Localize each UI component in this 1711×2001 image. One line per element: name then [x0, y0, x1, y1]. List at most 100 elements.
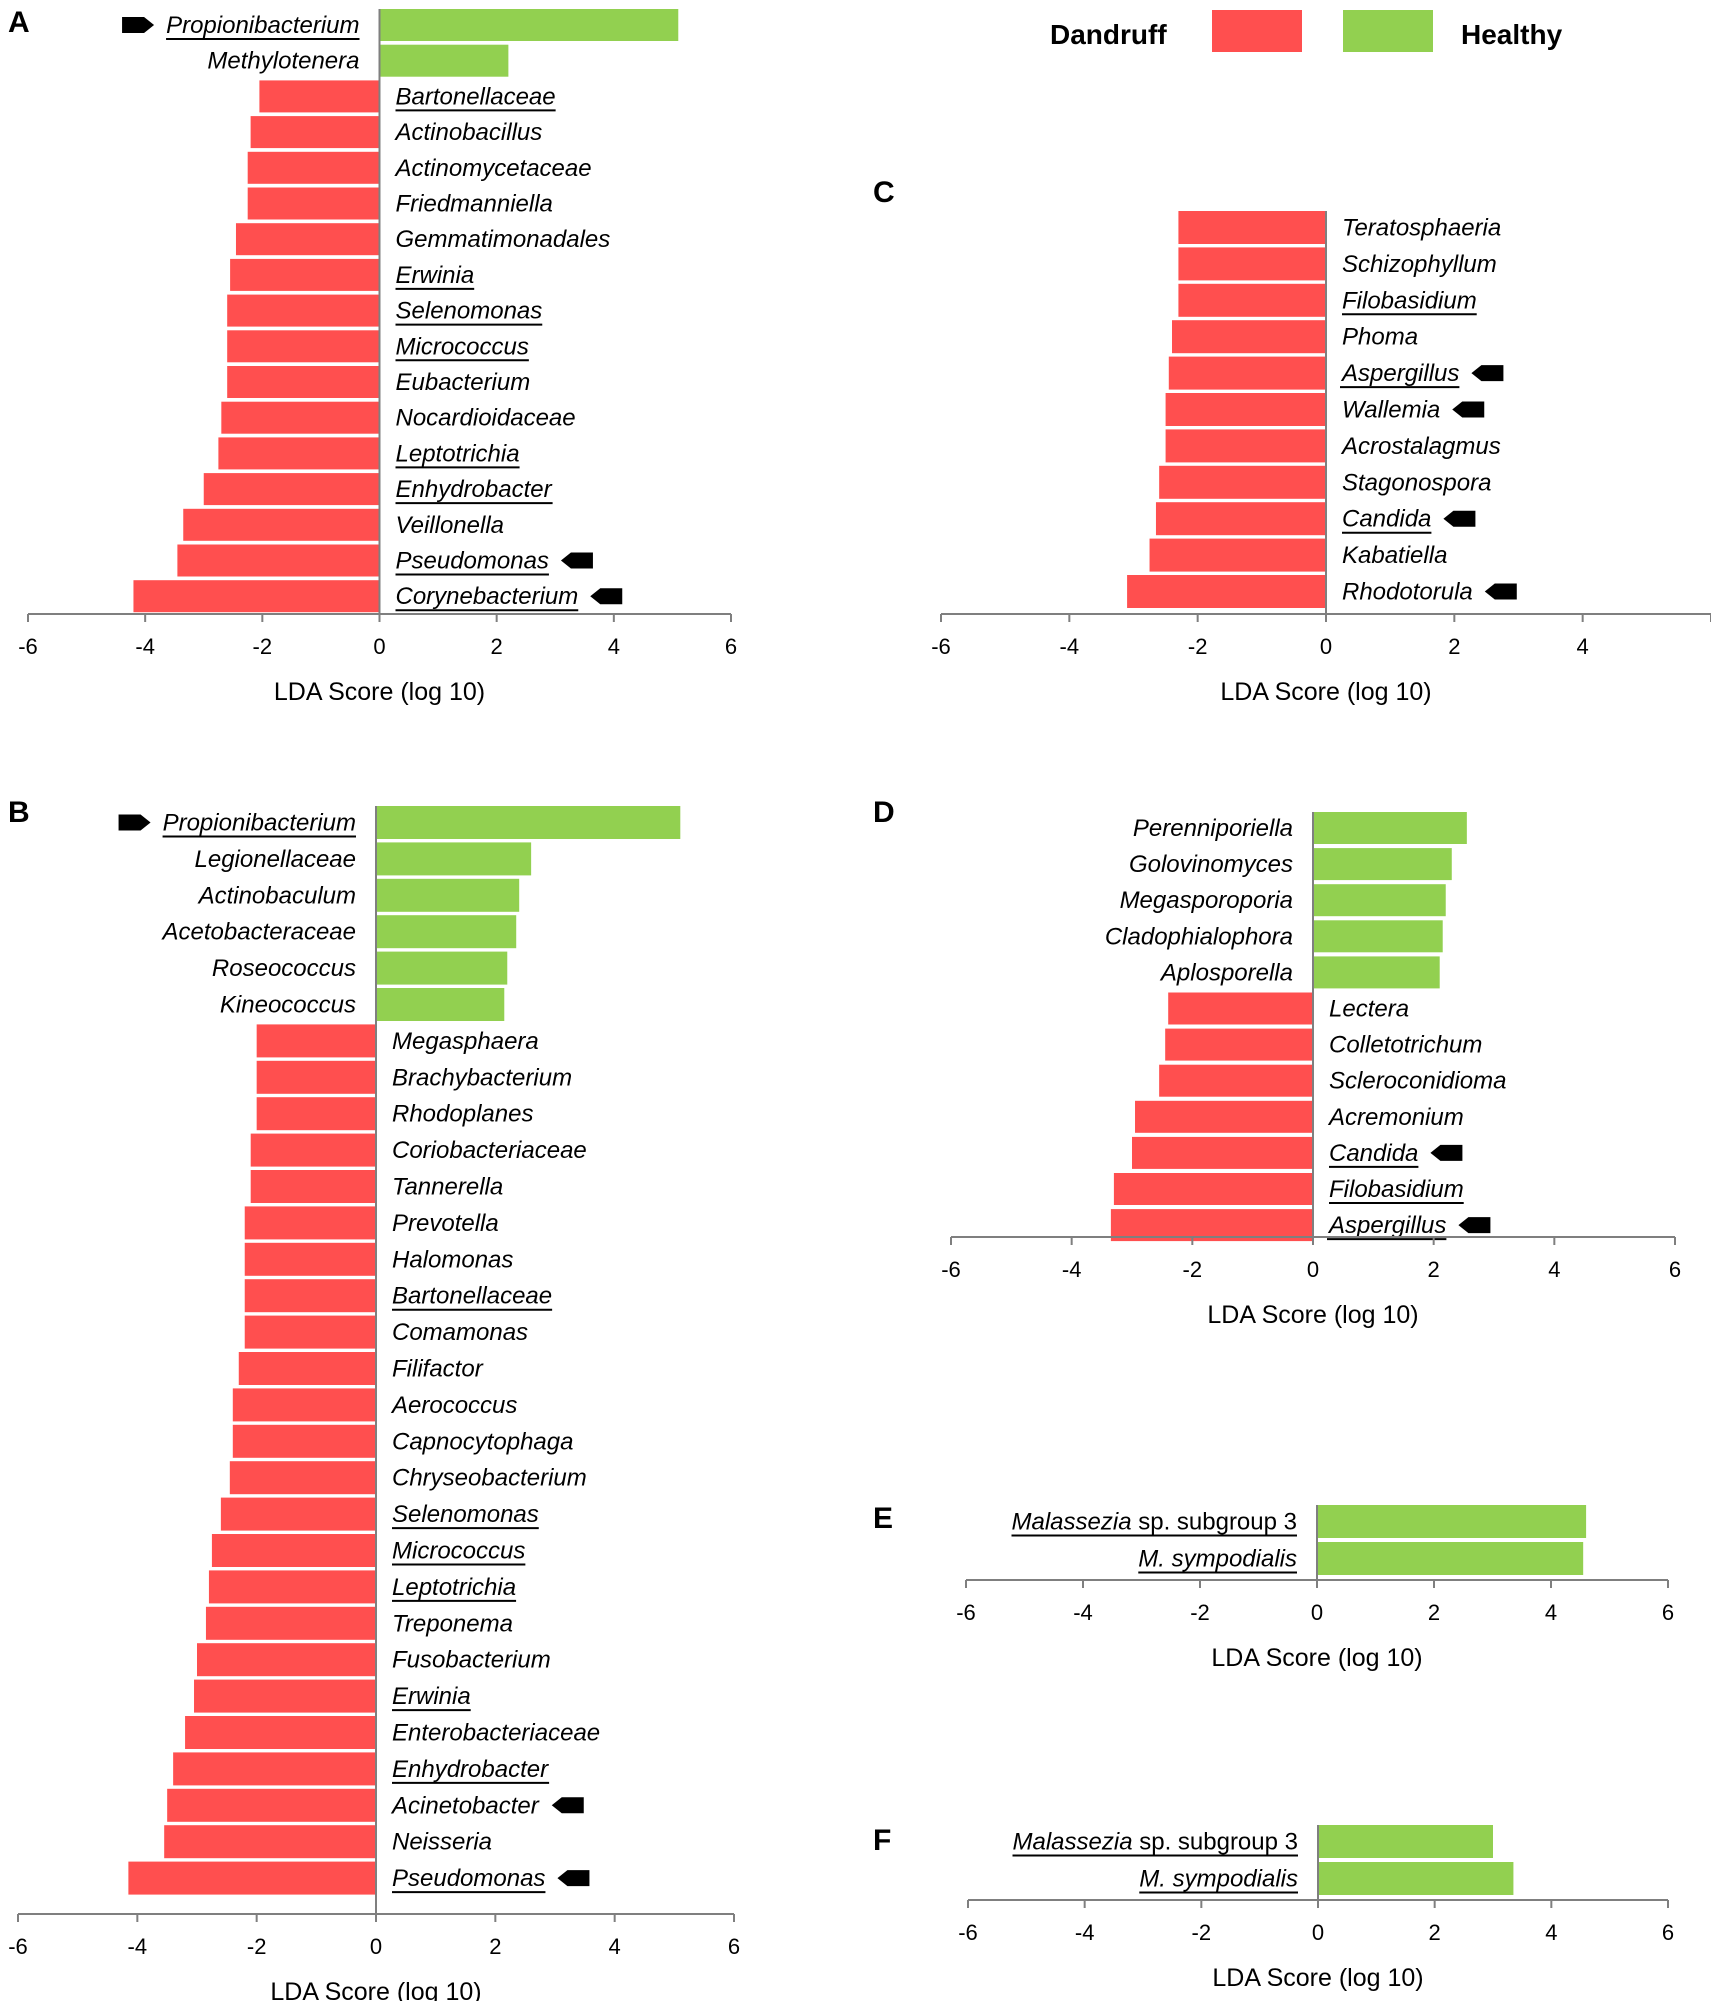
pointer-arrow-icon [122, 17, 155, 33]
bar-dandruff [232, 1388, 376, 1422]
x-tick-label: -4 [1062, 1257, 1082, 1282]
bar-label: Acetobacteraceae [161, 919, 356, 946]
bar-label: Actinomycetaceae [394, 155, 592, 182]
x-tick-label: -4 [1060, 634, 1080, 659]
x-axis-title: LDA Score (log 10) [274, 678, 485, 706]
bar-healthy [376, 915, 517, 949]
bar-healthy [1317, 1542, 1584, 1575]
bar-label: Megasphaera [392, 1028, 539, 1055]
bar-label: Filifactor [392, 1356, 484, 1383]
panel-letter: D [873, 796, 895, 829]
bar-dandruff [218, 437, 380, 470]
bar-healthy [1313, 848, 1452, 881]
bar-label: M. sympodialis [1139, 1866, 1298, 1893]
bar-dandruff [128, 1861, 376, 1895]
bar-label: Aplosporella [1159, 959, 1293, 986]
bar-dandruff [256, 1024, 376, 1058]
bar-healthy [376, 988, 505, 1021]
bar-label: Legionellaceae [195, 846, 356, 873]
pointer-arrow-icon [590, 588, 623, 605]
bar-dandruff [1165, 429, 1326, 463]
bar-label: Megasporoporia [1120, 887, 1293, 914]
bar-label: Stagonospora [1342, 469, 1491, 496]
x-tick-label: -4 [128, 1934, 148, 1959]
x-tick-label: 2 [1428, 1257, 1440, 1282]
bar-label: Veillonella [396, 512, 505, 539]
bar-dandruff [1132, 1136, 1313, 1169]
x-axis-title: LDA Score (log 10) [1220, 678, 1431, 706]
bar-dandruff [247, 151, 380, 184]
bar-dandruff [1178, 283, 1326, 317]
bar-dandruff [256, 1097, 376, 1131]
bar-label: Propionibacterium [166, 12, 359, 39]
bar-label: Prevotella [392, 1210, 499, 1237]
bar-label: Brachybacterium [392, 1064, 572, 1091]
x-tick-label: 4 [1577, 634, 1589, 659]
bar-healthy [1317, 1505, 1587, 1538]
bar-healthy [379, 9, 679, 41]
bar-dandruff [173, 1752, 376, 1786]
pointer-arrow-icon [557, 1870, 590, 1887]
x-axis-title: LDA Score (log 10) [1207, 1301, 1418, 1329]
bar-label: Kabatiella [1342, 542, 1447, 569]
bar-dandruff [183, 508, 380, 541]
bar-dandruff [205, 1606, 376, 1640]
bar-label: Rhodotorula [1342, 579, 1473, 606]
bar-label: Teratosphaeria [1342, 215, 1501, 242]
x-tick-label: 0 [1320, 634, 1332, 659]
x-tick-label: -4 [1075, 1920, 1095, 1945]
bar-dandruff [203, 473, 380, 506]
pointer-arrow-icon [1452, 401, 1485, 418]
bar-dandruff [1155, 502, 1326, 536]
bar-dandruff [194, 1679, 376, 1713]
x-tick-label: -2 [1192, 1920, 1212, 1945]
bar-healthy [376, 806, 681, 839]
bar-label: Acinetobacter [390, 1792, 540, 1819]
bar-label: Rhodoplanes [392, 1101, 533, 1128]
x-axis-title: LDA Score (log 10) [1211, 1644, 1422, 1672]
x-tick-label: 4 [609, 1934, 621, 1959]
x-tick-label: 2 [1429, 1920, 1441, 1945]
bar-healthy [1313, 920, 1443, 953]
panel-c: C Teratosphaeria Schizophyllum Filobasidium… [873, 176, 1711, 706]
bar-dandruff [250, 1133, 376, 1167]
bar-dandruff [211, 1534, 376, 1567]
x-tick-label: 6 [728, 1934, 740, 1959]
bar-label: Corynebacterium [396, 583, 579, 610]
x-axis-title: LDA Score (log 10) [270, 1978, 481, 2001]
x-tick-label: -6 [941, 1257, 961, 1282]
bar-healthy [376, 951, 508, 985]
bar-dandruff [164, 1825, 376, 1859]
bar-dandruff [167, 1788, 376, 1822]
bar-label: Neisseria [392, 1829, 492, 1856]
x-tick-label: 2 [491, 634, 503, 659]
bar-label: Tannerella [392, 1174, 503, 1201]
bar-label: Scleroconidioma [1329, 1068, 1506, 1095]
bar-dandruff [230, 258, 380, 291]
x-tick-label: -2 [1183, 1257, 1203, 1282]
x-tick-label: 4 [1548, 1257, 1560, 1282]
bar-label: Kineococcus [220, 992, 356, 1019]
panel-letter: F [873, 1824, 891, 1857]
bar-label: Golovinomyces [1129, 851, 1293, 878]
bar-dandruff [1172, 320, 1326, 354]
bar-dandruff [238, 1352, 376, 1385]
bar-label: Eubacterium [396, 369, 531, 396]
x-tick-label: 2 [1428, 1600, 1440, 1625]
bar-label: Candida [1342, 506, 1431, 533]
panel-f: F Malassezia sp. subgroup 3 M. sympodialis… [873, 1824, 1674, 1992]
panel-a: A Propionibacterium Methylotenera Bartonell… [8, 6, 737, 706]
panel-b: B Propionibacterium Legionellaceae Actinoba… [8, 796, 740, 2001]
bar-dandruff [1159, 1064, 1313, 1097]
bar-label: Schizophyllum [1342, 251, 1497, 278]
bar-healthy [1318, 1825, 1493, 1858]
x-tick-label: 4 [1545, 1920, 1557, 1945]
bar-dandruff [1110, 1209, 1313, 1242]
bar-label: Chryseobacterium [392, 1465, 587, 1492]
bar-label: Aspergillus [1327, 1212, 1446, 1239]
pointer-arrow-icon [1484, 583, 1517, 600]
x-tick-label: -6 [956, 1600, 976, 1625]
bar-dandruff [208, 1570, 376, 1604]
bar-label: Malassezia sp. subgroup 3 [1012, 1509, 1298, 1536]
